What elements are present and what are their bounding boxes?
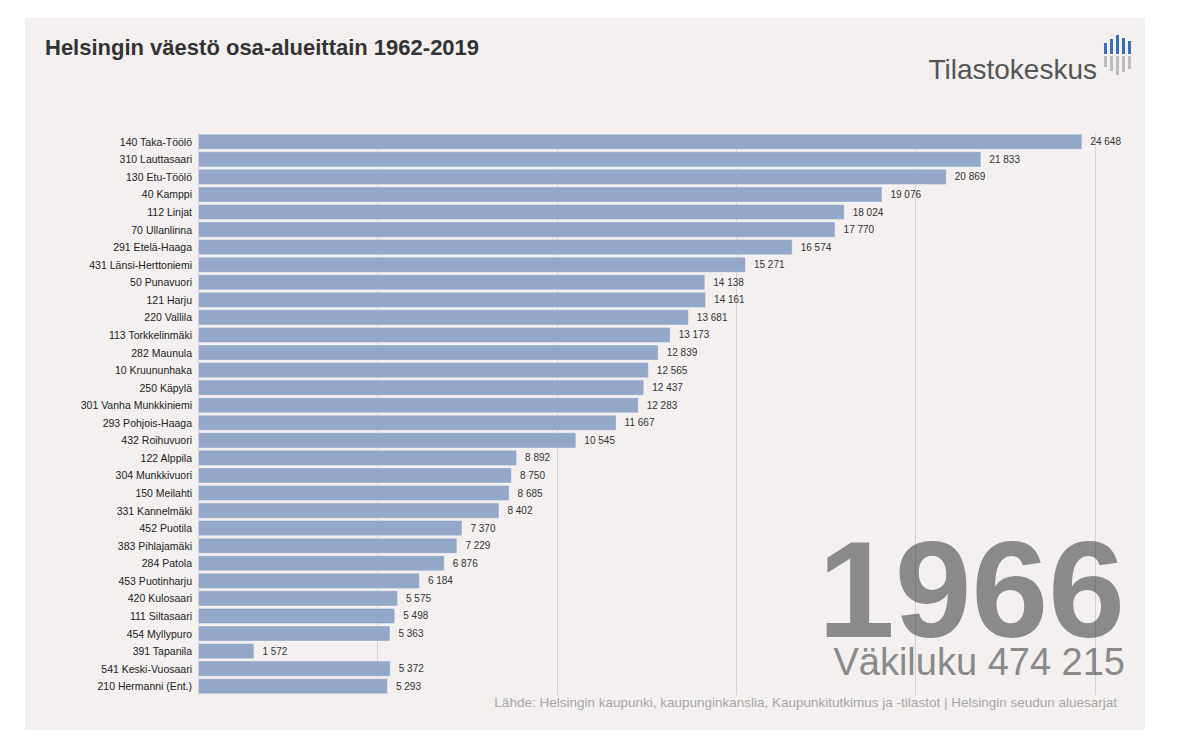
svg-text:454 Myllypuro: 454 Myllypuro (127, 628, 193, 640)
svg-text:140 Taka-Töölö: 140 Taka-Töölö (120, 136, 192, 148)
svg-text:70 Ullanlinna: 70 Ullanlinna (131, 224, 192, 236)
svg-text:282 Maunula: 282 Maunula (131, 347, 192, 359)
svg-text:122 Alppila: 122 Alppila (141, 452, 193, 464)
svg-text:10 545: 10 545 (584, 435, 615, 446)
svg-text:250 Käpylä: 250 Käpylä (139, 382, 192, 394)
svg-text:7 229: 7 229 (465, 540, 490, 551)
svg-text:8 685: 8 685 (518, 488, 543, 499)
svg-text:14 138: 14 138 (713, 277, 744, 288)
svg-text:12 437: 12 437 (652, 382, 683, 393)
svg-text:12 839: 12 839 (667, 347, 698, 358)
svg-text:453 Puotinharju: 453 Puotinharju (118, 575, 192, 587)
svg-text:Väkiluku 474 215: Väkiluku 474 215 (833, 641, 1125, 683)
svg-text:150 Meilahti: 150 Meilahti (135, 487, 192, 499)
svg-text:7 370: 7 370 (470, 523, 495, 534)
svg-text:Lähde: Helsingin kaupunki, kau: Lähde: Helsingin kaupunki, kaupunginkans… (494, 695, 1117, 710)
svg-text:121 Harju: 121 Harju (146, 294, 192, 306)
svg-text:284 Patola: 284 Patola (142, 557, 192, 569)
svg-text:5 498: 5 498 (403, 610, 428, 621)
svg-text:40 Kamppi: 40 Kamppi (142, 188, 192, 200)
svg-text:12 565: 12 565 (657, 365, 688, 376)
svg-text:12 283: 12 283 (647, 400, 678, 411)
svg-text:220 Vallila: 220 Vallila (144, 311, 192, 323)
svg-text:8 892: 8 892 (525, 452, 550, 463)
svg-text:6 184: 6 184 (428, 575, 453, 586)
svg-text:8 750: 8 750 (520, 470, 545, 481)
svg-text:113 Torkkelinmäki: 113 Torkkelinmäki (109, 329, 192, 341)
svg-text:420 Kulosaari: 420 Kulosaari (128, 592, 192, 604)
svg-text:50 Punavuori: 50 Punavuori (130, 276, 192, 288)
svg-text:391 Tapanila: 391 Tapanila (133, 645, 193, 657)
svg-text:1 572: 1 572 (262, 646, 287, 657)
svg-text:432 Roihuvuori: 432 Roihuvuori (121, 434, 192, 446)
svg-text:24 648: 24 648 (1090, 136, 1121, 147)
svg-text:130 Etu-Töölö: 130 Etu-Töölö (126, 171, 192, 183)
svg-text:10 Kruununhaka: 10 Kruununhaka (115, 364, 192, 376)
svg-text:431 Länsi-Herttoniemi: 431 Länsi-Herttoniemi (89, 259, 192, 271)
svg-text:17 770: 17 770 (844, 224, 875, 235)
svg-text:13 173: 13 173 (679, 329, 710, 340)
svg-text:1966: 1966 (818, 512, 1125, 666)
svg-text:383 Pihlajamäki: 383 Pihlajamäki (118, 540, 192, 552)
svg-text:Helsingin väestö osa-alueittai: Helsingin väestö osa-alueittain 1962-201… (45, 35, 479, 60)
svg-text:331 Kannelmäki: 331 Kannelmäki (117, 505, 192, 517)
svg-text:5 363: 5 363 (398, 628, 423, 639)
svg-text:15 271: 15 271 (754, 259, 785, 270)
svg-text:310 Lauttasaari: 310 Lauttasaari (120, 153, 192, 165)
svg-text:18 024: 18 024 (853, 207, 884, 218)
svg-text:301 Vanha Munkkiniemi: 301 Vanha Munkkiniemi (81, 399, 192, 411)
svg-text:5 293: 5 293 (396, 681, 421, 692)
svg-text:452 Puotila: 452 Puotila (139, 522, 192, 534)
svg-text:11 667: 11 667 (625, 417, 655, 428)
svg-text:8 402: 8 402 (507, 505, 532, 516)
svg-text:5 372: 5 372 (399, 663, 424, 674)
svg-text:16 574: 16 574 (801, 242, 832, 253)
svg-text:Tilastokeskus: Tilastokeskus (928, 54, 1097, 85)
svg-text:21 833: 21 833 (989, 154, 1020, 165)
svg-text:304 Munkkivuori: 304 Munkkivuori (116, 469, 192, 481)
svg-text:111 Siltasaari: 111 Siltasaari (130, 610, 192, 622)
svg-text:20 869: 20 869 (955, 171, 986, 182)
svg-text:291 Etelä-Haaga: 291 Etelä-Haaga (113, 241, 192, 253)
svg-text:112 Linjat: 112 Linjat (147, 206, 192, 218)
svg-text:19 076: 19 076 (890, 189, 921, 200)
svg-text:14 161: 14 161 (714, 294, 745, 305)
svg-text:541 Keski-Vuosaari: 541 Keski-Vuosaari (101, 663, 192, 675)
svg-text:5 575: 5 575 (406, 593, 431, 604)
svg-text:13 681: 13 681 (697, 312, 728, 323)
svg-text:6 876: 6 876 (453, 558, 478, 569)
svg-text:210 Hermanni (Ent.): 210 Hermanni (Ent.) (97, 680, 192, 692)
svg-text:293 Pohjois-Haaga: 293 Pohjois-Haaga (103, 417, 192, 429)
